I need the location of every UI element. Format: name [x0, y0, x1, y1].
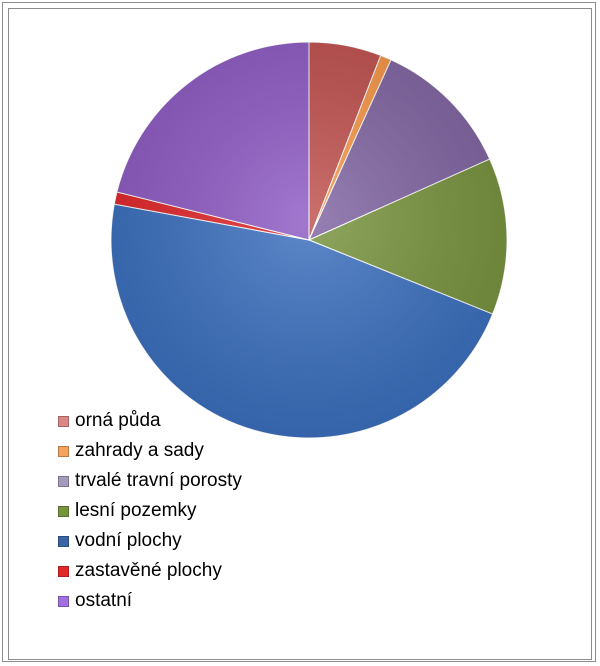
legend-item: lesní pozemky [58, 496, 242, 526]
legend-swatch [58, 535, 69, 547]
legend-item: vodní plochy [58, 526, 242, 556]
legend-label: orná půda [75, 410, 161, 431]
legend-label: trvalé travní porosty [75, 470, 242, 491]
legend-label: zastavěné plochy [75, 560, 222, 581]
legend-swatch [58, 505, 69, 517]
chart-area [8, 8, 592, 660]
legend-item: zahrady a sady [58, 436, 242, 466]
legend-label: lesní pozemky [75, 500, 197, 521]
legend-item: trvalé travní porosty [58, 466, 242, 496]
legend-label: ostatní [75, 590, 133, 611]
legend-item: ostatní [58, 586, 242, 616]
legend-swatch [58, 475, 69, 487]
legend-label: zahrady a sady [75, 440, 204, 461]
legend-item: zastavěné plochy [58, 556, 242, 586]
pie-slices [110, 41, 508, 439]
legend-item: orná půda [58, 406, 242, 436]
legend-label: vodní plochy [75, 530, 182, 551]
legend-swatch [58, 595, 69, 607]
legend-swatch [58, 415, 69, 427]
legend: orná půda zahrady a sady trvalé travní p… [58, 406, 242, 616]
legend-swatch [58, 445, 69, 457]
legend-swatch [58, 565, 69, 577]
